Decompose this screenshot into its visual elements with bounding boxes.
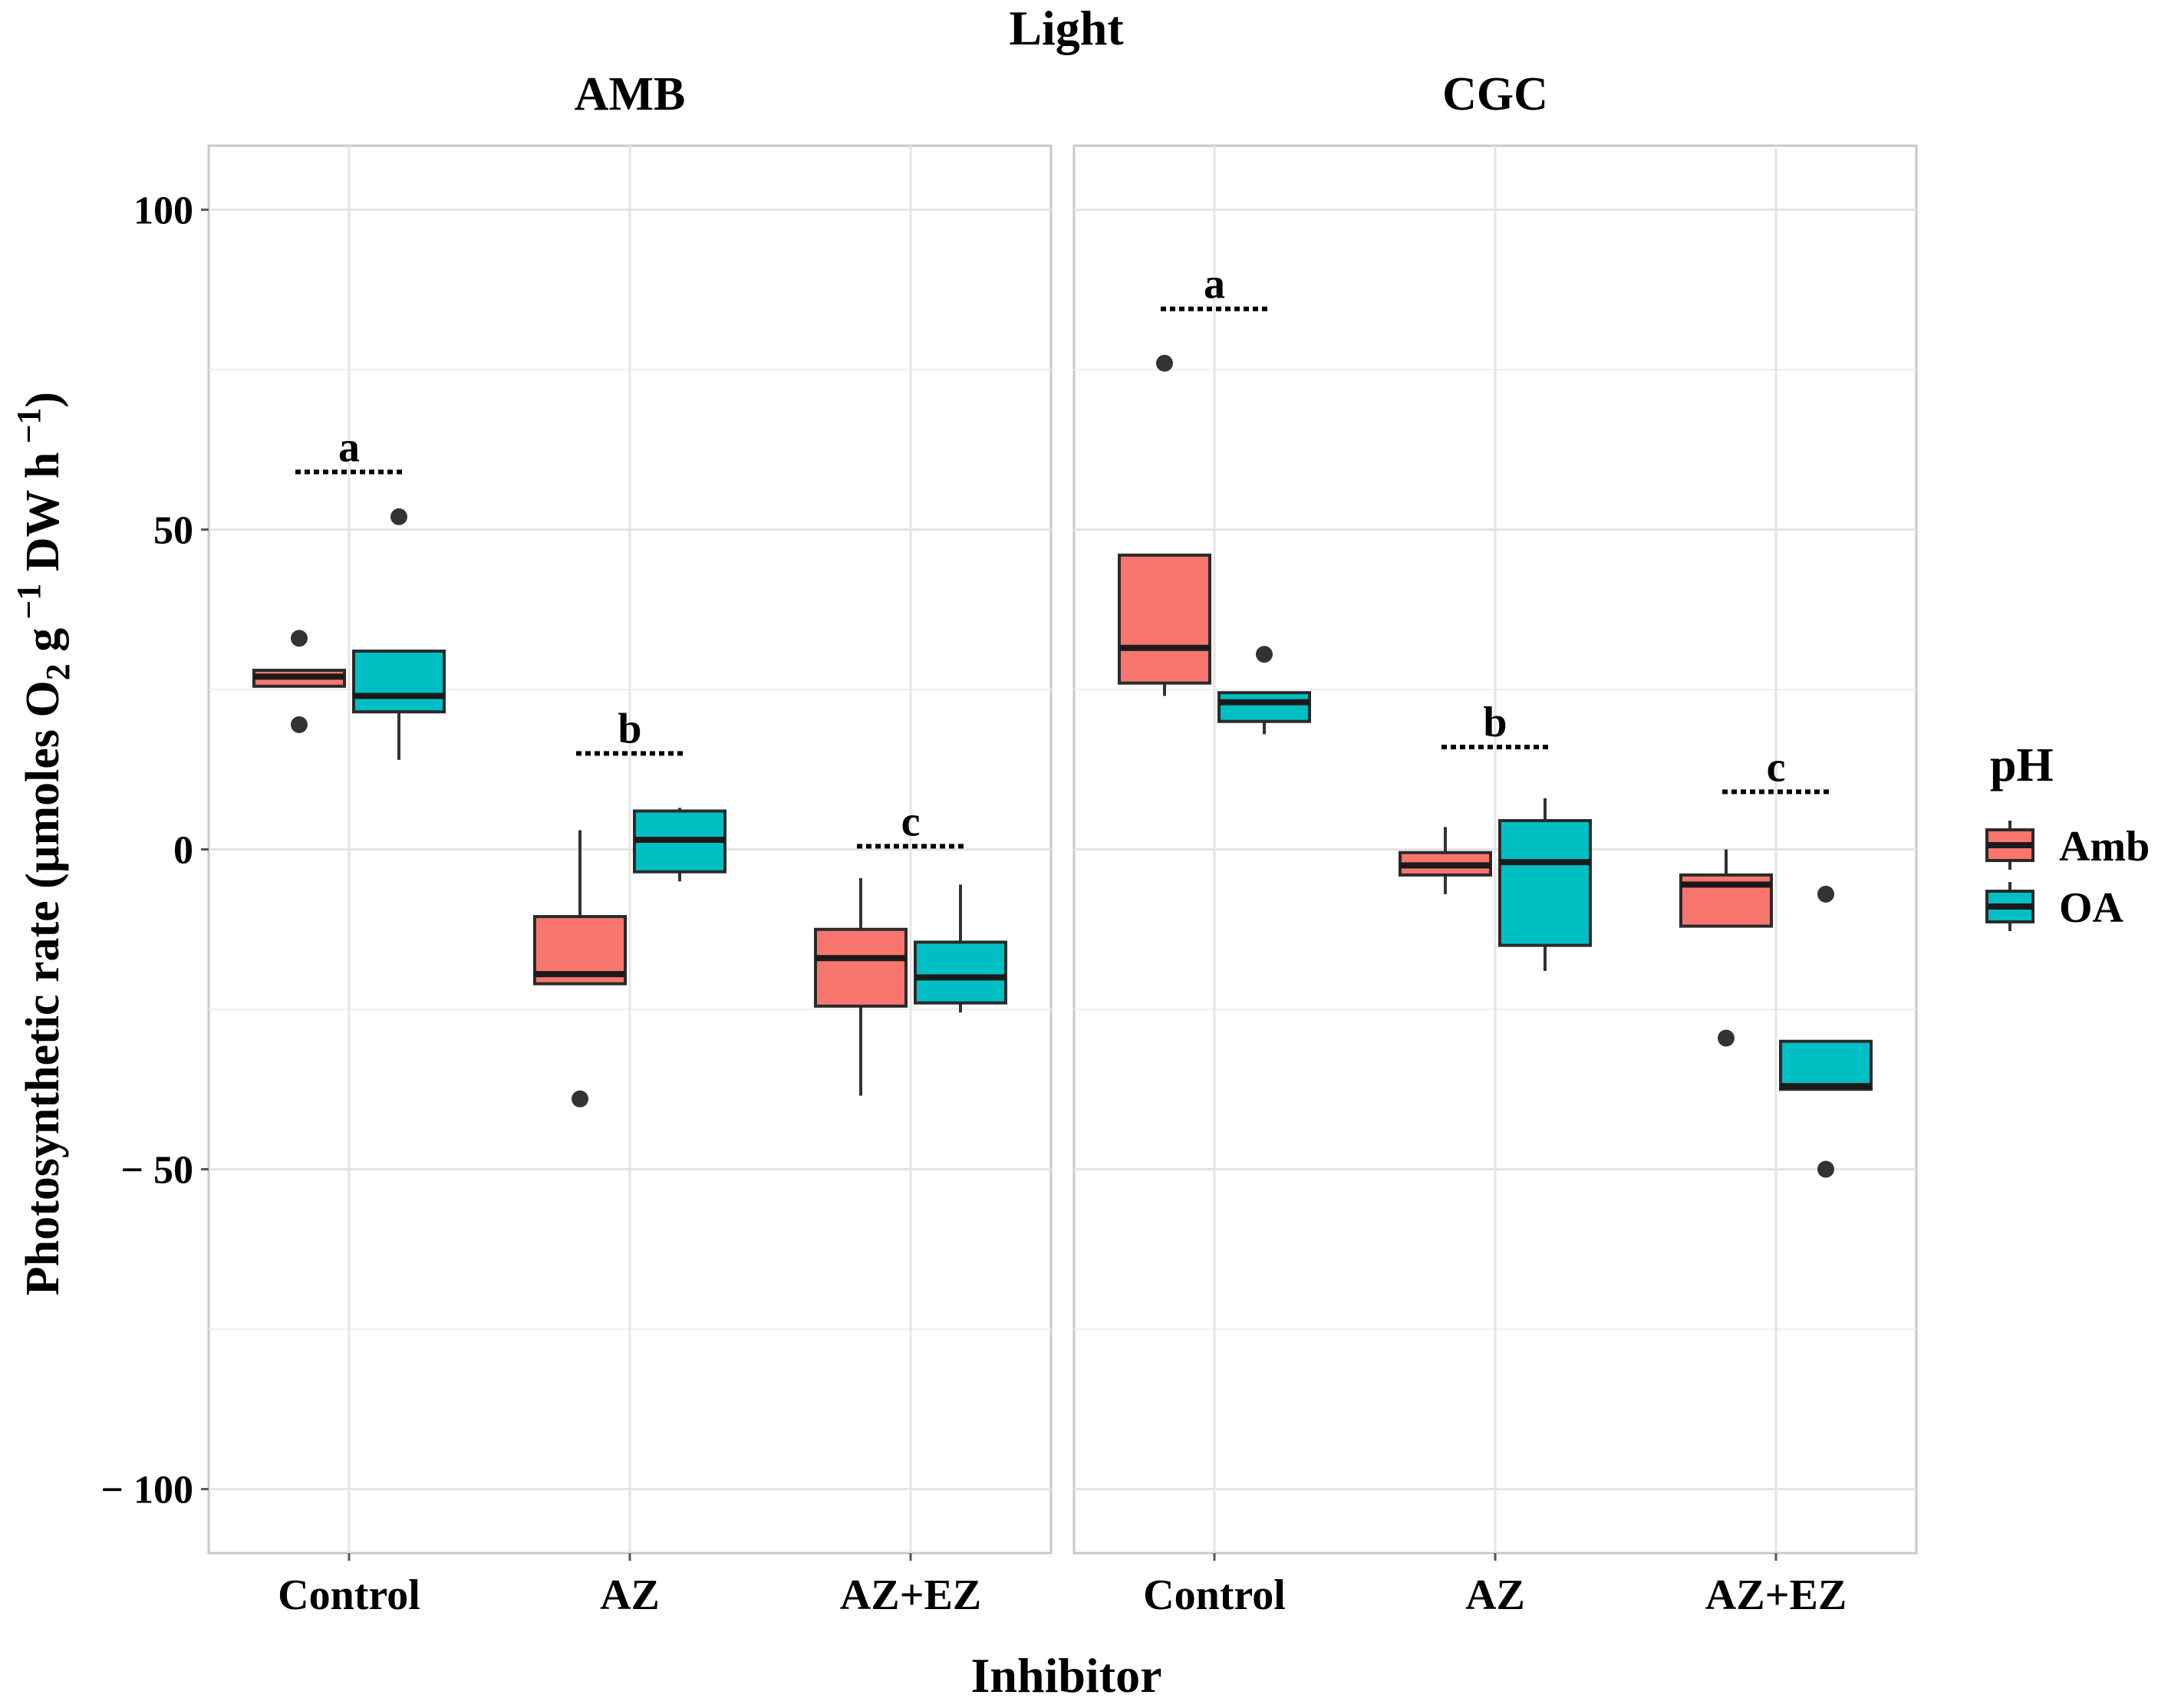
outlier-point	[390, 508, 407, 525]
outlier-point	[1817, 885, 1834, 903]
y-tick-label: 100	[133, 189, 193, 232]
facet-label: CGC	[1442, 68, 1548, 120]
significance-letter: c	[901, 798, 921, 845]
legend-label: OA	[2059, 884, 2124, 932]
y-axis-title: Photosynthetic rate (µmoles O2 g −1 DW h…	[10, 392, 77, 1295]
box-amb	[1118, 553, 1211, 685]
significance-letter: a	[1204, 261, 1225, 308]
box-oa	[1498, 818, 1592, 947]
y-axis-title-sup2: −1	[10, 407, 48, 452]
box-group: c	[1679, 743, 1873, 1178]
y-tick-label: 0	[173, 829, 193, 873]
y-axis-title-mid: g	[17, 628, 69, 664]
significance-letter: c	[1767, 743, 1786, 791]
outlier-point	[1718, 1029, 1735, 1047]
outlier-point	[1817, 1160, 1834, 1178]
facet-panel-cgc: CGC Control AZ AZ+EZ a b c	[1072, 68, 1918, 1619]
y-tick-label: 50	[153, 508, 193, 552]
x-tick-label: Control	[278, 1571, 420, 1619]
box-oa	[1779, 1039, 1873, 1091]
significance-letter: b	[1483, 699, 1507, 746]
y-axis-title-main: Photosynthetic rate (µmoles O	[17, 680, 69, 1295]
outlier-point	[291, 716, 308, 733]
facet-panels: AMB Control AZ AZ+EZ a b c CGC Control AZ AZ+EZ a b c	[207, 68, 1918, 1619]
outlier-point	[1256, 646, 1273, 663]
legend-title: pH	[1990, 739, 2054, 791]
outlier-point	[291, 630, 308, 647]
box-group: c	[814, 798, 1007, 1096]
x-tick-label: AZ+EZ	[1705, 1571, 1847, 1619]
box-oa	[1217, 691, 1311, 723]
box-group: a	[252, 423, 446, 760]
significance-letter: a	[338, 423, 360, 471]
significance-letter: b	[618, 705, 641, 752]
box-group: b	[1399, 699, 1592, 971]
box-oa	[352, 649, 446, 714]
legend-label: Amb	[2059, 823, 2150, 870]
y-axis-title-end: DW h	[17, 453, 69, 584]
y-axis-title-sup1: −1	[10, 584, 48, 628]
legend-entry-amb: Amb	[1985, 821, 2150, 870]
y-axis: 100 50 0 − 50 − 100	[100, 189, 209, 1512]
y-tick-label: − 50	[120, 1149, 193, 1193]
facet-label: AMB	[575, 68, 686, 120]
x-axis-title: Inhibitor	[971, 1648, 1162, 1703]
y-tick-label: − 100	[100, 1469, 193, 1512]
y-axis-title-sub: 2	[39, 663, 77, 680]
chart-title: Light	[1009, 1, 1124, 55]
facet-panel-amb: AMB Control AZ AZ+EZ a b c	[207, 68, 1053, 1619]
outlier-point	[1156, 354, 1173, 372]
box-group: b	[533, 705, 726, 1107]
legend-entry-oa: OA	[1985, 882, 2124, 932]
box-amb	[814, 927, 908, 1008]
x-tick-label: AZ	[1465, 1571, 1525, 1619]
y-axis-title-close: )	[17, 392, 69, 408]
box-oa	[914, 940, 1007, 1005]
x-tick-label: AZ	[600, 1571, 660, 1619]
x-tick-label: Control	[1143, 1571, 1286, 1619]
outlier-point	[572, 1090, 588, 1107]
box-group: a	[1118, 261, 1311, 735]
x-tick-label: AZ+EZ	[840, 1571, 981, 1619]
